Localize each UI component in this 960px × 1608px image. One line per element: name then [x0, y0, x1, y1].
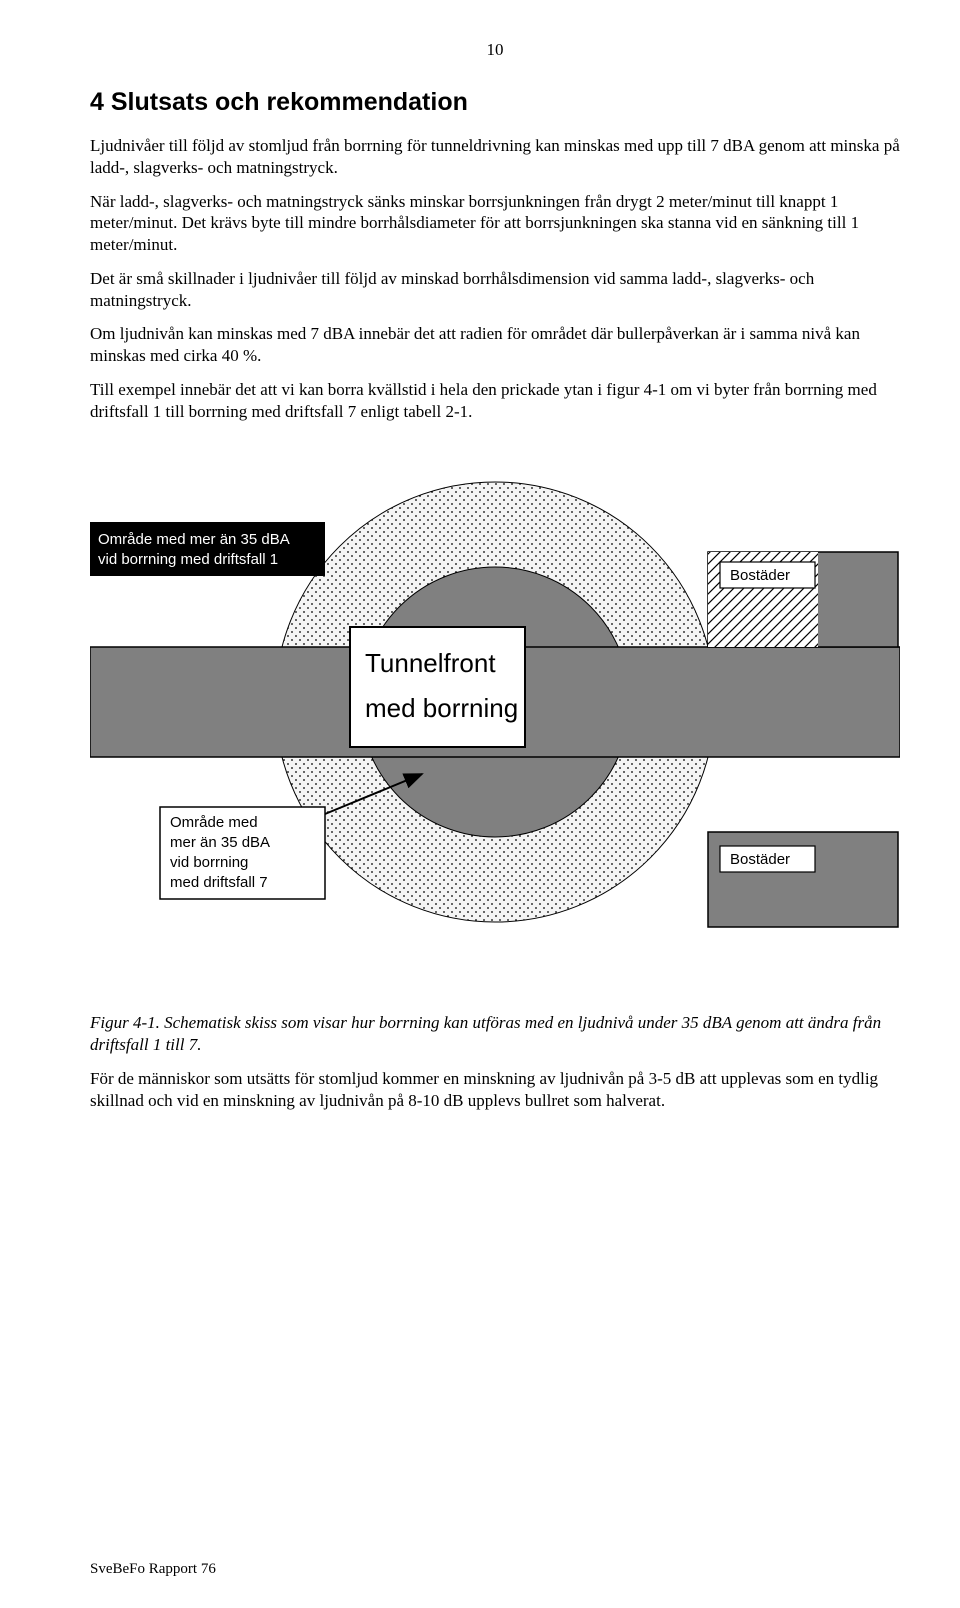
bostader-top-label: Bostäder — [730, 567, 790, 584]
footer-report-id: SveBeFo Rapport 76 — [90, 1561, 216, 1578]
paragraph-1: Ljudnivåer till följd av stomljud från b… — [90, 135, 900, 179]
figure-caption-text: Schematisk skiss som visar hur borrning … — [90, 1013, 881, 1054]
label-top-line2: vid borrning med driftsfall 1 — [98, 551, 278, 568]
bostader-bottom-label: Bostäder — [730, 851, 790, 868]
figure-caption: Figur 4-1. Schematisk skiss som visar hu… — [90, 1012, 900, 1056]
tunnelfront-line1: Tunnelfront — [365, 648, 496, 678]
figure-caption-number: Figur 4-1. — [90, 1013, 164, 1032]
label-top-line1: Område med mer än 35 dBA — [98, 531, 290, 548]
figure-4-1: Tunnelfront med borrning Område med mer … — [90, 462, 900, 957]
paragraph-4: Om ljudnivån kan minskas med 7 dBA inneb… — [90, 323, 900, 367]
page-number: 10 — [90, 40, 900, 60]
label-bottom-line4: med driftsfall 7 — [170, 874, 268, 891]
label-bottom-line3: vid borrning — [170, 854, 248, 871]
paragraph-2: När ladd-, slagverks- och matningstryck … — [90, 191, 900, 256]
figure-svg: Tunnelfront med borrning Område med mer … — [90, 462, 900, 952]
tunnelfront-box — [350, 627, 525, 747]
paragraph-5: Till exempel innebär det att vi kan borr… — [90, 379, 900, 423]
closing-paragraph: För de människor som utsätts för stomlju… — [90, 1068, 900, 1112]
label-bottom-line1: Område med — [170, 814, 258, 831]
tunnelfront-line2: med borrning — [365, 693, 518, 723]
section-heading: 4 Slutsats och rekommendation — [90, 88, 900, 117]
label-bottom-line2: mer än 35 dBA — [170, 834, 270, 851]
paragraph-3: Det är små skillnader i ljudnivåer till … — [90, 268, 900, 312]
